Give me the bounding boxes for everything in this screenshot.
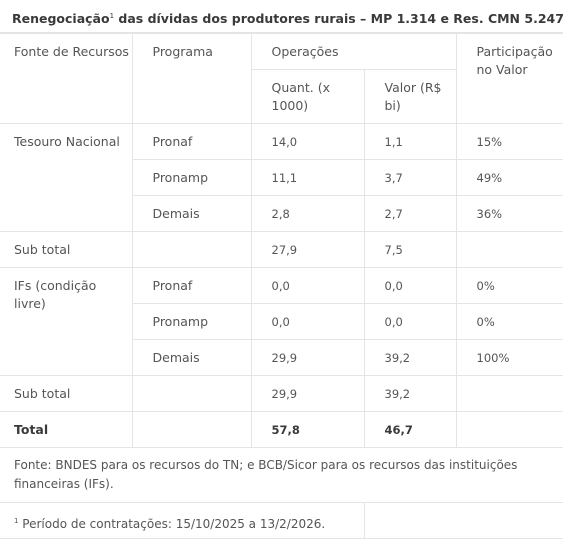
programa-cell: Pronaf bbox=[131, 267, 252, 304]
part-cell: 36% bbox=[455, 195, 563, 232]
header-fonte: Fonte de Recursos bbox=[0, 33, 133, 124]
quant-cell: 14,0 bbox=[250, 123, 365, 160]
footnote-text: Período de contratações: 15/10/2025 a 13… bbox=[18, 517, 326, 531]
subtotal-label: Sub total bbox=[0, 375, 133, 412]
part-cell: 0% bbox=[455, 267, 563, 304]
empty-cell bbox=[131, 411, 252, 448]
part-cell: 0% bbox=[455, 303, 563, 340]
footnote: 1 Período de contratações: 15/10/2025 a … bbox=[0, 502, 365, 539]
programa-cell: Demais bbox=[132, 339, 252, 376]
valor-cell: 0,0 bbox=[363, 303, 457, 340]
valor-cell: 1,1 bbox=[363, 123, 457, 160]
valor-cell: 39,2 bbox=[363, 339, 457, 376]
part-cell: 49% bbox=[455, 159, 563, 196]
programa-cell: Demais bbox=[132, 195, 252, 232]
source-ifs: IFs (condição livre) bbox=[0, 267, 133, 376]
header-row-2: Quant. (x 1000) Valor (R$ bi) bbox=[0, 69, 563, 124]
footnote-row: 1 Período de contratações: 15/10/2025 a … bbox=[0, 502, 563, 539]
header-operacoes: Operações bbox=[250, 33, 457, 70]
subtotal-label: Sub total bbox=[0, 231, 133, 268]
programa-cell: Pronaf bbox=[131, 123, 252, 160]
table-row: Pronamp 0,0 0,0 0% bbox=[0, 303, 563, 340]
valor-cell: 3,7 bbox=[363, 159, 457, 196]
header-valor: Valor (R$ bi) bbox=[363, 69, 456, 124]
source-note: Fonte: BNDES para os recursos do TN; e B… bbox=[0, 447, 563, 503]
empty-cell bbox=[131, 231, 252, 268]
quant-cell: 2,8 bbox=[250, 195, 365, 232]
header-row-1: Fonte de Recursos Programa Operações Par… bbox=[0, 33, 563, 124]
total-quant: 57,8 bbox=[250, 411, 365, 448]
source-tesouro-nacional: Tesouro Nacional bbox=[0, 123, 133, 232]
header-programa: Programa bbox=[131, 33, 252, 124]
quant-cell: 29,9 bbox=[250, 339, 365, 376]
valor-cell: 39,2 bbox=[363, 375, 457, 412]
part-cell: 100% bbox=[455, 339, 563, 376]
total-valor: 46,7 bbox=[363, 411, 457, 448]
empty-cell bbox=[131, 375, 252, 412]
valor-cell: 7,5 bbox=[363, 231, 457, 268]
title-main: Renegociação bbox=[12, 11, 110, 26]
valor-cell: 2,7 bbox=[363, 195, 457, 232]
part-cell: 15% bbox=[455, 123, 563, 160]
empty-cell bbox=[455, 411, 563, 448]
total-label: Total bbox=[0, 411, 133, 448]
quant-cell: 27,9 bbox=[250, 231, 365, 268]
programa-cell: Pronamp bbox=[132, 303, 252, 340]
quant-cell: 0,0 bbox=[250, 303, 365, 340]
renegotiation-table: Fonte de Recursos Programa Operações Par… bbox=[0, 33, 563, 539]
subtotal-row: Sub total 27,9 7,5 bbox=[0, 231, 563, 268]
table-row: Tesouro Nacional Pronaf 14,0 1,1 15% bbox=[0, 123, 563, 232]
quant-cell: 29,9 bbox=[250, 375, 365, 412]
valor-cell: 0,0 bbox=[363, 267, 457, 304]
table-title: Renegociação1 das dívidas dos produtores… bbox=[0, 0, 563, 33]
empty-cell bbox=[455, 375, 563, 412]
quant-cell: 0,0 bbox=[250, 267, 365, 304]
programa-cell: Pronamp bbox=[132, 159, 252, 196]
title-footnote-mark: 1 bbox=[109, 12, 115, 20]
quant-cell: 11,1 bbox=[250, 159, 365, 196]
header-participacao: Participação no Valor bbox=[455, 33, 563, 124]
empty-cell bbox=[363, 502, 563, 539]
footnote-mark: 1 bbox=[14, 517, 19, 525]
subtotal-row: Sub total 29,9 39,2 bbox=[0, 375, 563, 412]
table-row: IFs (condição livre) Pronaf 0,0 0,0 0% bbox=[0, 267, 563, 376]
empty-cell bbox=[455, 231, 563, 268]
total-row: Total 57,8 46,7 bbox=[0, 411, 563, 448]
source-row: Fonte: BNDES para os recursos do TN; e B… bbox=[0, 447, 563, 503]
header-quant: Quant. (x 1000) bbox=[251, 69, 365, 124]
title-rest: das dívidas dos produtores rurais – MP 1… bbox=[114, 11, 563, 26]
table-row: Pronamp 11,1 3,7 49% bbox=[0, 159, 563, 196]
